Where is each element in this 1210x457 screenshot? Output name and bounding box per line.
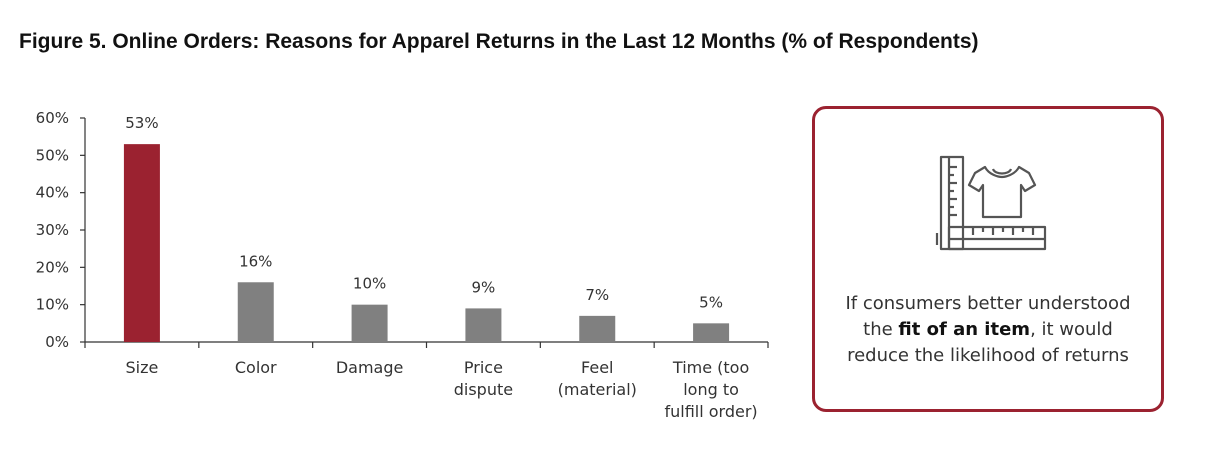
bar: [351, 304, 388, 342]
category-label: Time (too: [672, 358, 749, 377]
data-labels: 53% 16% 10% 9% 7% 5%: [125, 114, 723, 311]
bar: [237, 282, 274, 342]
callout-text-bold: fit of an item: [898, 319, 1031, 340]
category-label: Color: [235, 358, 277, 377]
data-label: 7%: [585, 286, 609, 304]
bar: [693, 323, 730, 342]
chart-title: Figure 5. Online Orders: Reasons for App…: [19, 30, 979, 53]
y-tick-label: 40%: [36, 184, 69, 202]
data-label: 53%: [125, 114, 158, 132]
bar: [579, 315, 616, 342]
bar-chart: 0% 10% 20% 30% 40% 50% 60% 53% 16% 10% 9% 7% 5% Siz…: [36, 109, 769, 421]
y-axis: 0% 10% 20% 30% 40% 50% 60%: [36, 109, 86, 351]
y-tick-label: 20%: [36, 258, 69, 276]
y-tick-label: 10%: [36, 296, 69, 314]
category-labels: Size Color Damage Price dispute Feel (material…: [125, 358, 757, 421]
category-label: Damage: [336, 358, 404, 377]
category-label: fulfill order): [664, 402, 757, 421]
y-tick-label: 0%: [45, 333, 69, 351]
bar: [465, 308, 502, 342]
category-label: Price: [464, 358, 503, 377]
y-tick-label: 50%: [36, 146, 69, 164]
y-tick-label: 60%: [36, 109, 69, 127]
bar: [123, 144, 160, 342]
ruler-tshirt-icon: [935, 155, 1047, 251]
callout-box: If consumers better understood the fit o…: [812, 106, 1164, 412]
y-tick-label: 30%: [36, 221, 69, 239]
x-axis: [84, 341, 769, 348]
category-label: (material): [558, 380, 637, 399]
category-label: Size: [125, 358, 158, 377]
callout-text: If consumers better understood the fit o…: [845, 293, 1131, 366]
category-label: Feel: [581, 358, 613, 377]
data-label: 16%: [239, 252, 272, 270]
category-label: long to: [683, 380, 739, 399]
bars: [123, 144, 730, 342]
data-label: 5%: [699, 293, 723, 311]
category-label: dispute: [454, 380, 513, 399]
data-label: 10%: [353, 275, 386, 293]
data-label: 9%: [472, 278, 496, 296]
